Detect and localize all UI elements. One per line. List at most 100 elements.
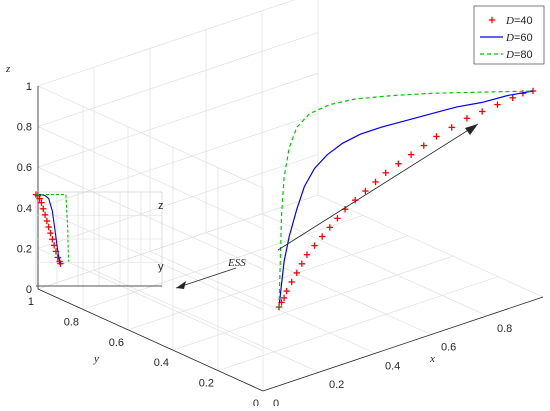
floor-gridline (317, 194, 544, 298)
legend-label: D=80 (505, 49, 533, 61)
inset-d40-marker (40, 205, 47, 212)
floor-gridline (217, 276, 499, 371)
series-d40-marker (293, 269, 300, 277)
series-d40-marker (433, 133, 440, 140)
inset-y-label: y (158, 261, 164, 273)
inset-plot: zy (32, 191, 164, 287)
series-d40-marker (298, 260, 306, 267)
inset-d40-marker (54, 254, 61, 261)
series-d40-marker (283, 287, 290, 295)
series-d40-marker (334, 215, 341, 222)
series-d40-marker (318, 233, 326, 240)
floor-gridline (93, 269, 320, 373)
series-d80-line (278, 90, 534, 308)
ess-annotation: ESS (175, 123, 479, 289)
x-tick-label: 0.2 (329, 379, 344, 391)
floor-gridline (261, 213, 488, 317)
y-tick-label: 0.8 (64, 316, 79, 328)
inset-z-label: z (158, 200, 164, 212)
series-d40-marker (311, 242, 318, 249)
floor-gridline (127, 235, 409, 331)
wall-gridline (37, 85, 264, 189)
series-d40-marker (448, 124, 455, 131)
ess-arrow-right-head (465, 124, 478, 135)
x-axis-label: x (429, 353, 435, 365)
data-series (275, 87, 537, 311)
wall-gridline (37, 113, 319, 209)
series-d40-marker (420, 142, 427, 149)
inset-d40-marker (36, 195, 43, 202)
wall-gridline (37, 154, 319, 249)
x-tick-label: 0.8 (497, 323, 512, 335)
series-d40-marker (479, 108, 486, 115)
series-d40-marker (303, 251, 311, 258)
series-d40-marker (494, 101, 501, 108)
inset-d40-marker (45, 223, 52, 231)
ess-arrow-right (277, 123, 479, 251)
series-d40-marker (288, 278, 295, 286)
z-tick-label: 0.4 (17, 203, 32, 215)
axes (37, 86, 544, 392)
z-tick-label: 0.8 (17, 122, 32, 134)
inset-d40-marker (50, 242, 58, 249)
floor-gridline (82, 215, 364, 310)
legend-entry: D=60 (480, 32, 533, 44)
inset-d40-marker (49, 236, 56, 243)
inset-d40-marker (43, 217, 51, 225)
y-tick-label: 0.6 (109, 337, 124, 349)
z-tick-label: 0 (26, 284, 32, 296)
z-tick-label: 1 (26, 81, 32, 93)
wall-gridline (37, 166, 264, 270)
wall-gridline (37, 0, 296, 87)
series-d40-marker (395, 160, 402, 167)
legend-label: D=60 (505, 32, 533, 44)
legend-label: D=40 (505, 15, 533, 27)
wall-gridline (37, 126, 264, 229)
tick-labels: 00.20.40.60.8100.20.40.60.8100.20.40.60.… (5, 63, 512, 410)
series-d40-marker (509, 94, 516, 102)
ess-arrow-left-head (176, 281, 186, 289)
series-d40-marker (382, 169, 389, 177)
floor-gridline (172, 255, 454, 351)
y-tick-label: 0 (253, 398, 259, 406)
y-tick-label: 0.4 (154, 357, 169, 369)
legend-entry: D=80 (480, 49, 533, 61)
series-d40-marker (280, 294, 288, 302)
y-tick-label: 0.2 (199, 378, 214, 390)
wall-gridline (37, 207, 264, 311)
x-tick-label: 0 (273, 398, 279, 406)
wall-gridline (37, 72, 319, 168)
z-tick-label: 0.6 (17, 162, 32, 174)
y-axis-line (37, 288, 264, 392)
wall-gridline (37, 248, 264, 351)
legend-box (473, 5, 545, 65)
y-tick-label: 1 (28, 296, 34, 308)
ess-label: ESS (227, 257, 246, 269)
series-d40-marker (372, 178, 379, 186)
z-axis-label: z (5, 63, 11, 75)
series-d40-marker (326, 224, 333, 231)
legend-marker (488, 16, 496, 24)
floor-gridline (205, 232, 432, 335)
grid-lines (37, 0, 544, 392)
legend: D=40 D=60 D=80 (473, 5, 545, 65)
y-axis-label: y (93, 353, 99, 365)
z-tick-label: 0.2 (17, 243, 32, 255)
x-tick-label: 0.6 (441, 342, 456, 354)
series-d40-marker (362, 187, 369, 195)
inset-d40-marker (38, 199, 45, 206)
inset-d40-marker (41, 211, 49, 219)
series-d60-line (278, 90, 534, 308)
series-d40-marker (463, 115, 471, 122)
wall-gridline (37, 194, 319, 290)
legend-entry: D=40 (488, 15, 533, 27)
x-tick-label: 0.4 (385, 360, 400, 372)
ess-arrow-left (175, 267, 237, 289)
series-d40-marker (407, 151, 415, 158)
x-axis-line (262, 296, 544, 392)
floor-gridline (149, 251, 376, 354)
wall-gridline (37, 32, 319, 127)
inset-d40-marker (47, 229, 54, 237)
